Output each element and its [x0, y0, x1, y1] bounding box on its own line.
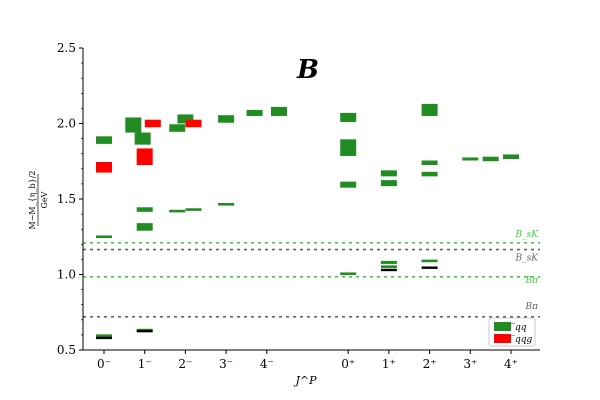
- qqg-state-box: [144, 119, 161, 128]
- qq-state-box: [380, 170, 397, 177]
- qq-state-box: [380, 265, 397, 268]
- qq-state-box: [421, 171, 438, 177]
- qq-state-box: [96, 235, 112, 239]
- threshold-label: B_sK: [515, 254, 540, 264]
- x-tick-label: 1⁺: [382, 357, 396, 371]
- y-ticks: 0.5 1.0 1.5 2.0 2.5: [57, 41, 83, 357]
- x-tick-label: 3⁻: [219, 357, 233, 371]
- qqg-state-box: [136, 148, 153, 166]
- y-tick-label: 2.5: [57, 41, 76, 55]
- qq-state-box: [177, 114, 194, 124]
- qq-state-box: [185, 208, 202, 211]
- qq-state-box: [340, 181, 357, 188]
- legend-label-qqg: ̅qqg: [510, 335, 533, 345]
- legend-label-qq: ̅qq: [510, 323, 527, 333]
- qq-state-box: [136, 223, 153, 231]
- threshold-label: Bπ: [524, 276, 539, 286]
- x-tick-label: 4⁺: [504, 357, 518, 371]
- x-tick-label: 1⁻: [138, 357, 152, 371]
- qq-state-box: [380, 180, 397, 187]
- threshold-label: Bπ: [524, 302, 539, 312]
- x-tick-label: 4⁻: [260, 357, 274, 371]
- qq-state-box: [503, 154, 519, 159]
- qq-state-box: [421, 103, 438, 116]
- threshold-lines: B_sK B_sK Bπ Bπ: [83, 230, 540, 318]
- x-ticks: 0⁻ 1⁻ 2⁻ 3⁻ 4⁻ 0⁺ 1⁺ 2⁺ 3⁺ 4⁺: [97, 350, 518, 371]
- experimental-mark: [96, 336, 112, 340]
- experimental-mark: [136, 329, 153, 333]
- y-tick-label: 0.5: [57, 343, 76, 357]
- qq-state-box: [380, 260, 397, 264]
- experimental-mark: [421, 266, 438, 269]
- qq-state-box: [340, 112, 357, 122]
- experimental-mark: [380, 268, 397, 272]
- x-tick-label: 2⁺: [423, 357, 437, 371]
- x-tick-label: 0⁻: [97, 357, 111, 371]
- qq-state-box: [218, 115, 235, 123]
- y-axis-label-denominator: GeV: [40, 191, 49, 208]
- chart-title: B: [296, 55, 319, 85]
- data-marks: [96, 103, 519, 340]
- qq-state-box: [421, 160, 438, 166]
- qq-state-box: [421, 259, 438, 263]
- x-tick-label: 0⁺: [341, 357, 355, 371]
- qq-state-box: [136, 207, 153, 212]
- legend-swatch-qq: [494, 322, 511, 331]
- threshold-label: B_sK: [515, 230, 540, 240]
- y-tick-label: 1.0: [57, 268, 76, 282]
- qqg-state-box: [185, 119, 202, 128]
- y-tick-label: 2.0: [57, 117, 76, 131]
- y-tick-label: 1.5: [57, 192, 76, 206]
- x-tick-label: 3⁺: [463, 357, 477, 371]
- qqg-state-box: [96, 162, 112, 173]
- qq-state-box: [125, 117, 142, 133]
- x-axis-label: J^P: [293, 374, 317, 387]
- qq-state-box: [246, 109, 263, 116]
- qq-state-box: [169, 124, 186, 132]
- qq-state-box: [271, 106, 288, 116]
- y-axis-label: M−M_{η_b}/2 GeV: [28, 171, 49, 230]
- legend-swatch-qqg: [494, 334, 511, 343]
- y-axis-label-numerator: M−M_{η_b}/2: [28, 171, 37, 230]
- x-tick-label: 2⁻: [178, 357, 192, 371]
- qq-state-box: [96, 334, 112, 337]
- qq-state-box: [134, 132, 151, 145]
- qq-state-box: [218, 202, 235, 206]
- qq-state-box: [482, 156, 499, 162]
- qq-state-box: [169, 209, 186, 213]
- qq-state-box: [96, 136, 112, 144]
- qq-state-box: [462, 157, 479, 161]
- qq-state-box: [340, 272, 357, 276]
- qq-state-box: [340, 139, 357, 156]
- legend: ̅qq ̅qqg: [488, 317, 536, 347]
